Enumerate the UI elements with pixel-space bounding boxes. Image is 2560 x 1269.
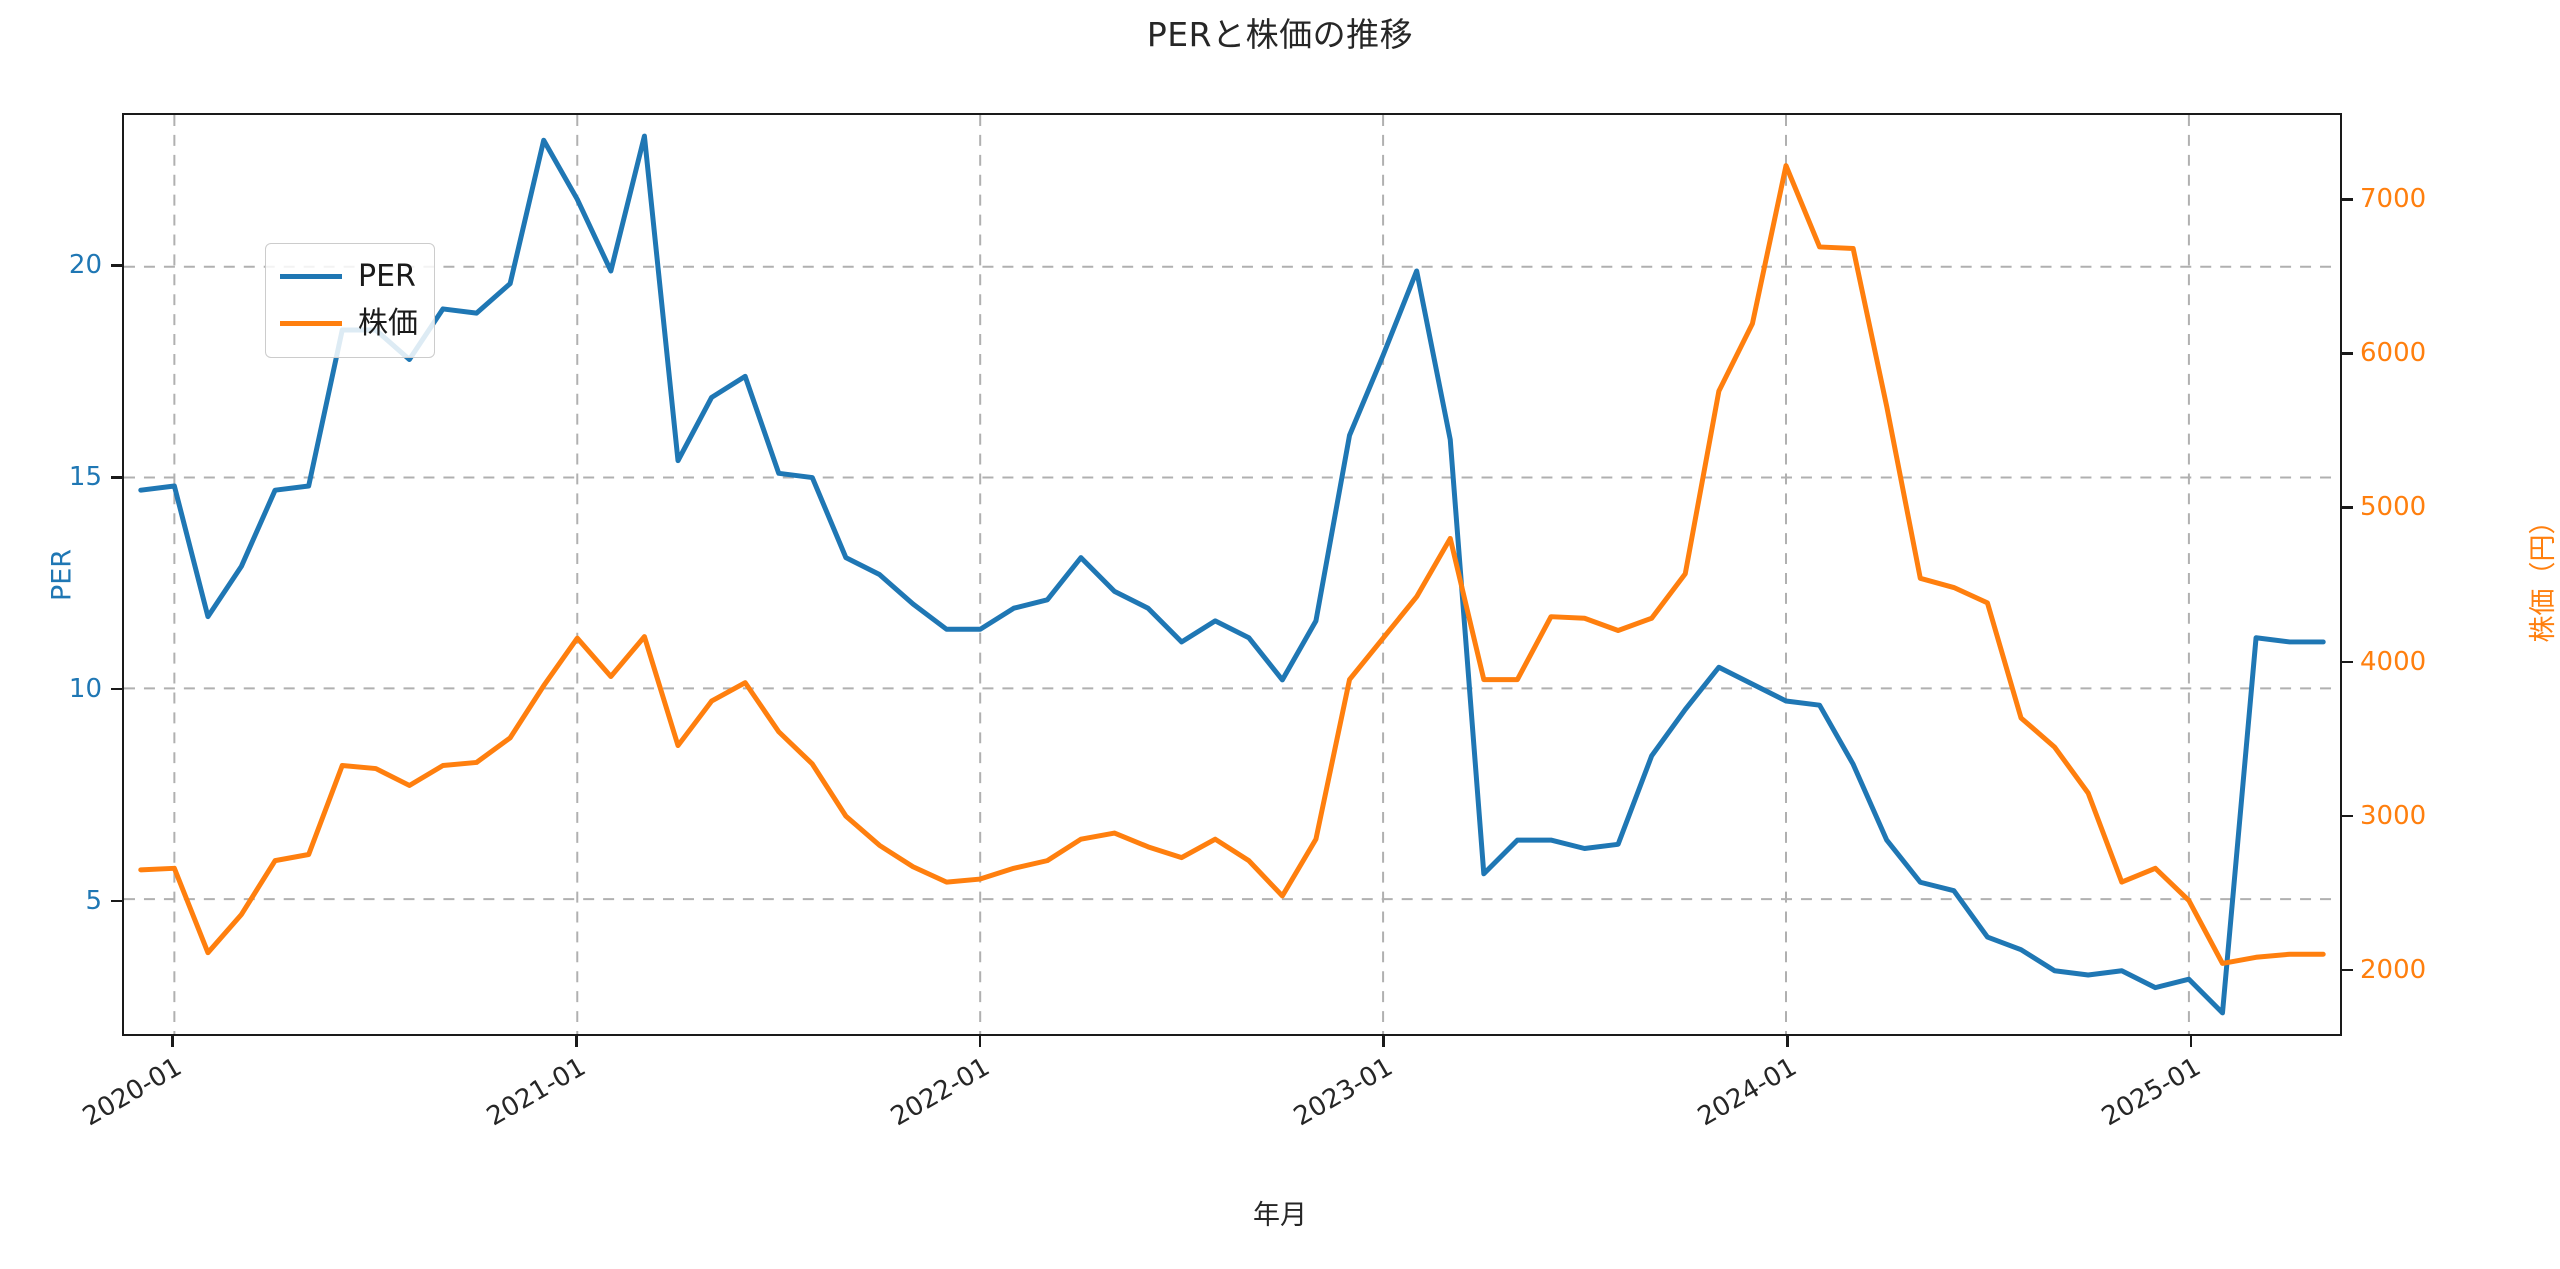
chart-title: PERと株価の推移 xyxy=(1146,15,1414,54)
axis-tick-mark xyxy=(575,1036,578,1047)
axis-tick-mark xyxy=(111,476,122,479)
axis-tick-mark xyxy=(2189,1036,2193,1047)
right-axis-tick-labels: 2000 3000 4000 5000 6000 7000 xyxy=(2358,113,2508,1036)
y-tick-label-left: 10 xyxy=(68,673,102,704)
y-axis-label-right: 株価（円） xyxy=(2528,507,2559,642)
series-line-PER xyxy=(138,133,2326,1016)
y-tick-label-left: 15 xyxy=(68,462,102,493)
axis-tick-mark xyxy=(111,264,122,267)
axis-tick-mark xyxy=(2342,506,2353,509)
y-tick-label-right: 5000 xyxy=(2360,492,2427,523)
axis-tick-mark xyxy=(2342,968,2353,972)
y-axis-label-left: PER xyxy=(46,548,78,601)
y-tick-label-right: 7000 xyxy=(2360,184,2427,215)
legend-item-kabuka[interactable]: 株価 xyxy=(280,300,418,347)
chart-legend: PER 株価 xyxy=(265,243,435,358)
axis-tick-mark xyxy=(171,1036,174,1047)
left-axis-tick-labels: 5 10 15 20 xyxy=(0,113,104,1036)
axis-tick-mark xyxy=(2342,660,2353,664)
axis-tick-mark xyxy=(111,899,122,902)
y-tick-label-right: 2000 xyxy=(2360,954,2427,985)
y-tick-label-right: 6000 xyxy=(2360,338,2427,369)
x-tick-label: 2020-01 xyxy=(78,1052,188,1133)
axis-tick-mark xyxy=(111,687,122,691)
axis-tick-mark xyxy=(1382,1036,1385,1047)
axis-tick-mark xyxy=(978,1036,982,1047)
x-tick-label: 2022-01 xyxy=(885,1052,995,1133)
legend-label-per: PER xyxy=(358,258,416,294)
x-tick-label: 2025-01 xyxy=(2096,1052,2206,1133)
legend-item-per[interactable]: PER xyxy=(280,253,418,300)
x-axis-tick-labels: 2020-01 2021-01 2022-01 2023-01 2024-01 2025-… xyxy=(0,1052,2560,1172)
x-tick-label: 2024-01 xyxy=(1692,1052,1802,1133)
axis-tick-mark xyxy=(1786,1036,1789,1047)
series-lines xyxy=(138,133,2326,1016)
y-tick-label-left: 5 xyxy=(85,885,102,916)
y-tick-label-right: 3000 xyxy=(2360,800,2427,831)
y-tick-label-right: 4000 xyxy=(2360,646,2427,677)
y-tick-label-left: 20 xyxy=(68,250,102,281)
gridlines xyxy=(124,115,2340,1034)
x-axis-label: 年月 xyxy=(1253,1200,1307,1231)
axis-tick-mark xyxy=(2342,814,2353,818)
legend-label-kabuka: 株価 xyxy=(358,305,418,341)
x-tick-label: 2023-01 xyxy=(1289,1052,1399,1133)
series-line-株価 xyxy=(138,163,2326,966)
legend-swatch-per xyxy=(280,274,342,279)
legend-swatch-kabuka xyxy=(280,321,342,326)
axis-tick-mark xyxy=(2342,198,2353,201)
x-tick-label: 2021-01 xyxy=(481,1052,592,1133)
axis-tick-mark xyxy=(2342,352,2353,355)
plot-area: PER 株価（円） PER 株価 xyxy=(47,113,2559,1036)
plot-svg xyxy=(124,115,2340,1034)
